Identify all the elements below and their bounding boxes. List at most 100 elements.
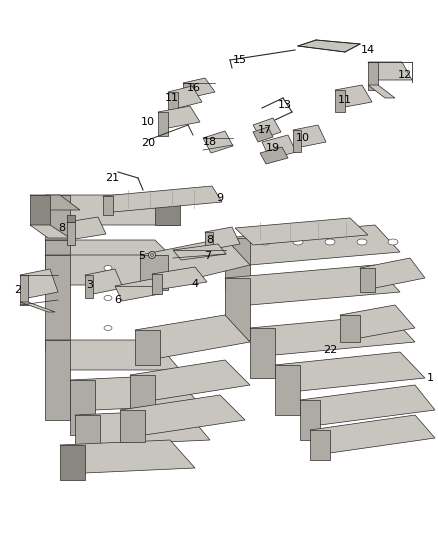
Polygon shape xyxy=(335,85,372,107)
Polygon shape xyxy=(85,269,123,294)
Text: 22: 22 xyxy=(323,345,337,355)
Ellipse shape xyxy=(357,239,367,245)
Polygon shape xyxy=(360,268,375,292)
Text: 10: 10 xyxy=(296,133,310,143)
Text: 11: 11 xyxy=(338,95,352,105)
Polygon shape xyxy=(225,238,250,290)
Polygon shape xyxy=(45,240,70,268)
Polygon shape xyxy=(70,375,200,410)
Polygon shape xyxy=(158,112,168,136)
Polygon shape xyxy=(293,130,301,152)
Text: 3: 3 xyxy=(86,280,93,290)
Polygon shape xyxy=(120,395,245,435)
Polygon shape xyxy=(262,135,296,159)
Text: 12: 12 xyxy=(398,70,412,80)
Polygon shape xyxy=(45,195,180,225)
Text: 13: 13 xyxy=(278,100,292,110)
Polygon shape xyxy=(20,275,28,305)
Ellipse shape xyxy=(293,239,303,245)
Text: 8: 8 xyxy=(206,235,214,245)
Polygon shape xyxy=(260,147,288,164)
Polygon shape xyxy=(140,255,168,290)
Polygon shape xyxy=(85,275,93,298)
Polygon shape xyxy=(368,62,412,80)
Polygon shape xyxy=(45,255,180,285)
Polygon shape xyxy=(45,240,180,265)
Polygon shape xyxy=(30,225,70,238)
Polygon shape xyxy=(335,90,345,112)
Polygon shape xyxy=(250,315,415,355)
Polygon shape xyxy=(130,360,250,400)
Text: 7: 7 xyxy=(205,251,212,261)
Text: 16: 16 xyxy=(187,83,201,93)
Text: 20: 20 xyxy=(141,138,155,148)
Polygon shape xyxy=(158,106,200,128)
Polygon shape xyxy=(155,195,180,225)
Polygon shape xyxy=(298,40,360,52)
Polygon shape xyxy=(45,255,70,350)
Ellipse shape xyxy=(148,252,155,259)
Polygon shape xyxy=(120,410,145,442)
Polygon shape xyxy=(103,186,222,212)
Polygon shape xyxy=(293,125,326,147)
Text: 19: 19 xyxy=(266,143,280,153)
Ellipse shape xyxy=(260,239,270,245)
Polygon shape xyxy=(20,302,55,312)
Text: 6: 6 xyxy=(114,295,121,305)
Ellipse shape xyxy=(388,239,398,245)
Polygon shape xyxy=(135,330,160,365)
Polygon shape xyxy=(205,227,240,249)
Polygon shape xyxy=(20,269,58,298)
Polygon shape xyxy=(300,400,320,440)
Polygon shape xyxy=(225,265,400,305)
Polygon shape xyxy=(253,127,273,142)
Polygon shape xyxy=(135,315,250,358)
Text: 14: 14 xyxy=(361,45,375,55)
Polygon shape xyxy=(30,195,50,225)
Ellipse shape xyxy=(104,265,112,271)
Text: 1: 1 xyxy=(427,373,434,383)
Polygon shape xyxy=(67,215,75,222)
Polygon shape xyxy=(340,315,360,342)
Text: 4: 4 xyxy=(191,279,198,289)
Polygon shape xyxy=(75,415,100,460)
Polygon shape xyxy=(368,62,378,90)
Polygon shape xyxy=(75,410,210,445)
Polygon shape xyxy=(253,118,281,139)
Polygon shape xyxy=(340,305,415,338)
Polygon shape xyxy=(173,244,226,260)
Polygon shape xyxy=(103,196,113,215)
Polygon shape xyxy=(140,238,250,285)
Text: 10: 10 xyxy=(141,117,155,127)
Polygon shape xyxy=(67,222,75,245)
Text: 18: 18 xyxy=(203,137,217,147)
Polygon shape xyxy=(130,375,155,408)
Polygon shape xyxy=(250,328,275,378)
Polygon shape xyxy=(235,218,368,245)
Polygon shape xyxy=(275,365,300,415)
Polygon shape xyxy=(45,340,70,420)
Text: 2: 2 xyxy=(14,285,21,295)
Polygon shape xyxy=(310,430,330,460)
Text: 8: 8 xyxy=(58,223,66,233)
Polygon shape xyxy=(300,385,435,425)
Polygon shape xyxy=(168,92,178,115)
Text: 11: 11 xyxy=(165,93,179,103)
Polygon shape xyxy=(310,415,435,453)
Ellipse shape xyxy=(104,326,112,330)
Polygon shape xyxy=(368,85,395,98)
Text: 17: 17 xyxy=(258,125,272,135)
Polygon shape xyxy=(30,195,80,210)
Polygon shape xyxy=(275,352,425,391)
Text: 5: 5 xyxy=(138,251,145,261)
Text: 9: 9 xyxy=(216,193,223,203)
Polygon shape xyxy=(225,225,400,265)
Polygon shape xyxy=(152,267,207,289)
Polygon shape xyxy=(225,278,250,340)
Polygon shape xyxy=(70,380,95,435)
Polygon shape xyxy=(115,279,160,301)
Ellipse shape xyxy=(151,254,153,256)
Ellipse shape xyxy=(104,295,112,301)
Polygon shape xyxy=(60,445,85,480)
Polygon shape xyxy=(168,86,202,108)
